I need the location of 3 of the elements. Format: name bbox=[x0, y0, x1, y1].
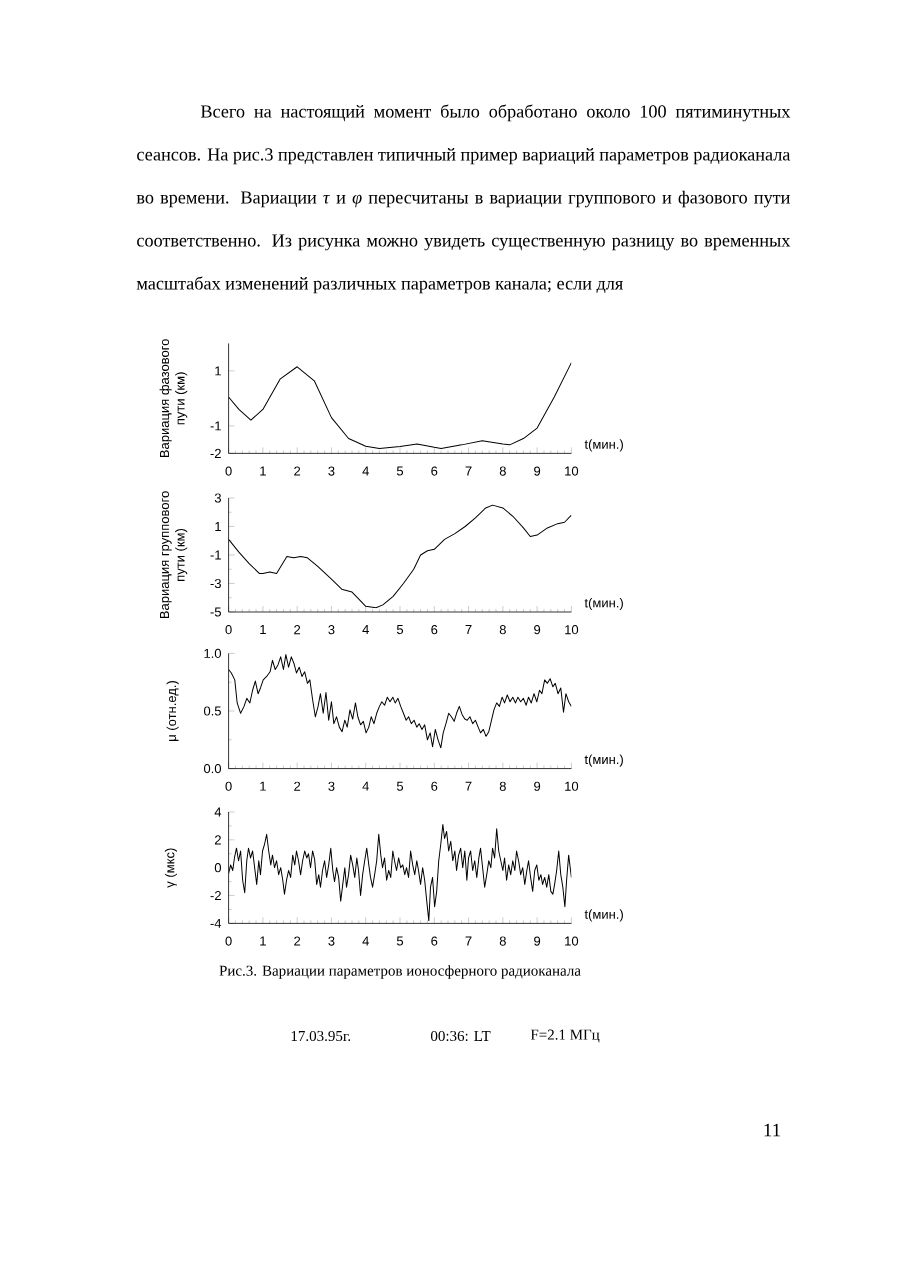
text: Всего на настоящий момент было обработано около 100 пятиминутных сеансов. На рис.3 представлен типичный пример вариаций параметров радиоканала во времени. Вариации τ и φ пересчитаны в вариации группового и фазового пути соответственно. Из рисунка можно увидеть существенную разницу во временных масштабах изменений различных параметров канала; если для bbox=[136, 104, 791, 294]
line-series bbox=[228, 504, 572, 609]
text: 11 bbox=[764, 1123, 781, 1137]
